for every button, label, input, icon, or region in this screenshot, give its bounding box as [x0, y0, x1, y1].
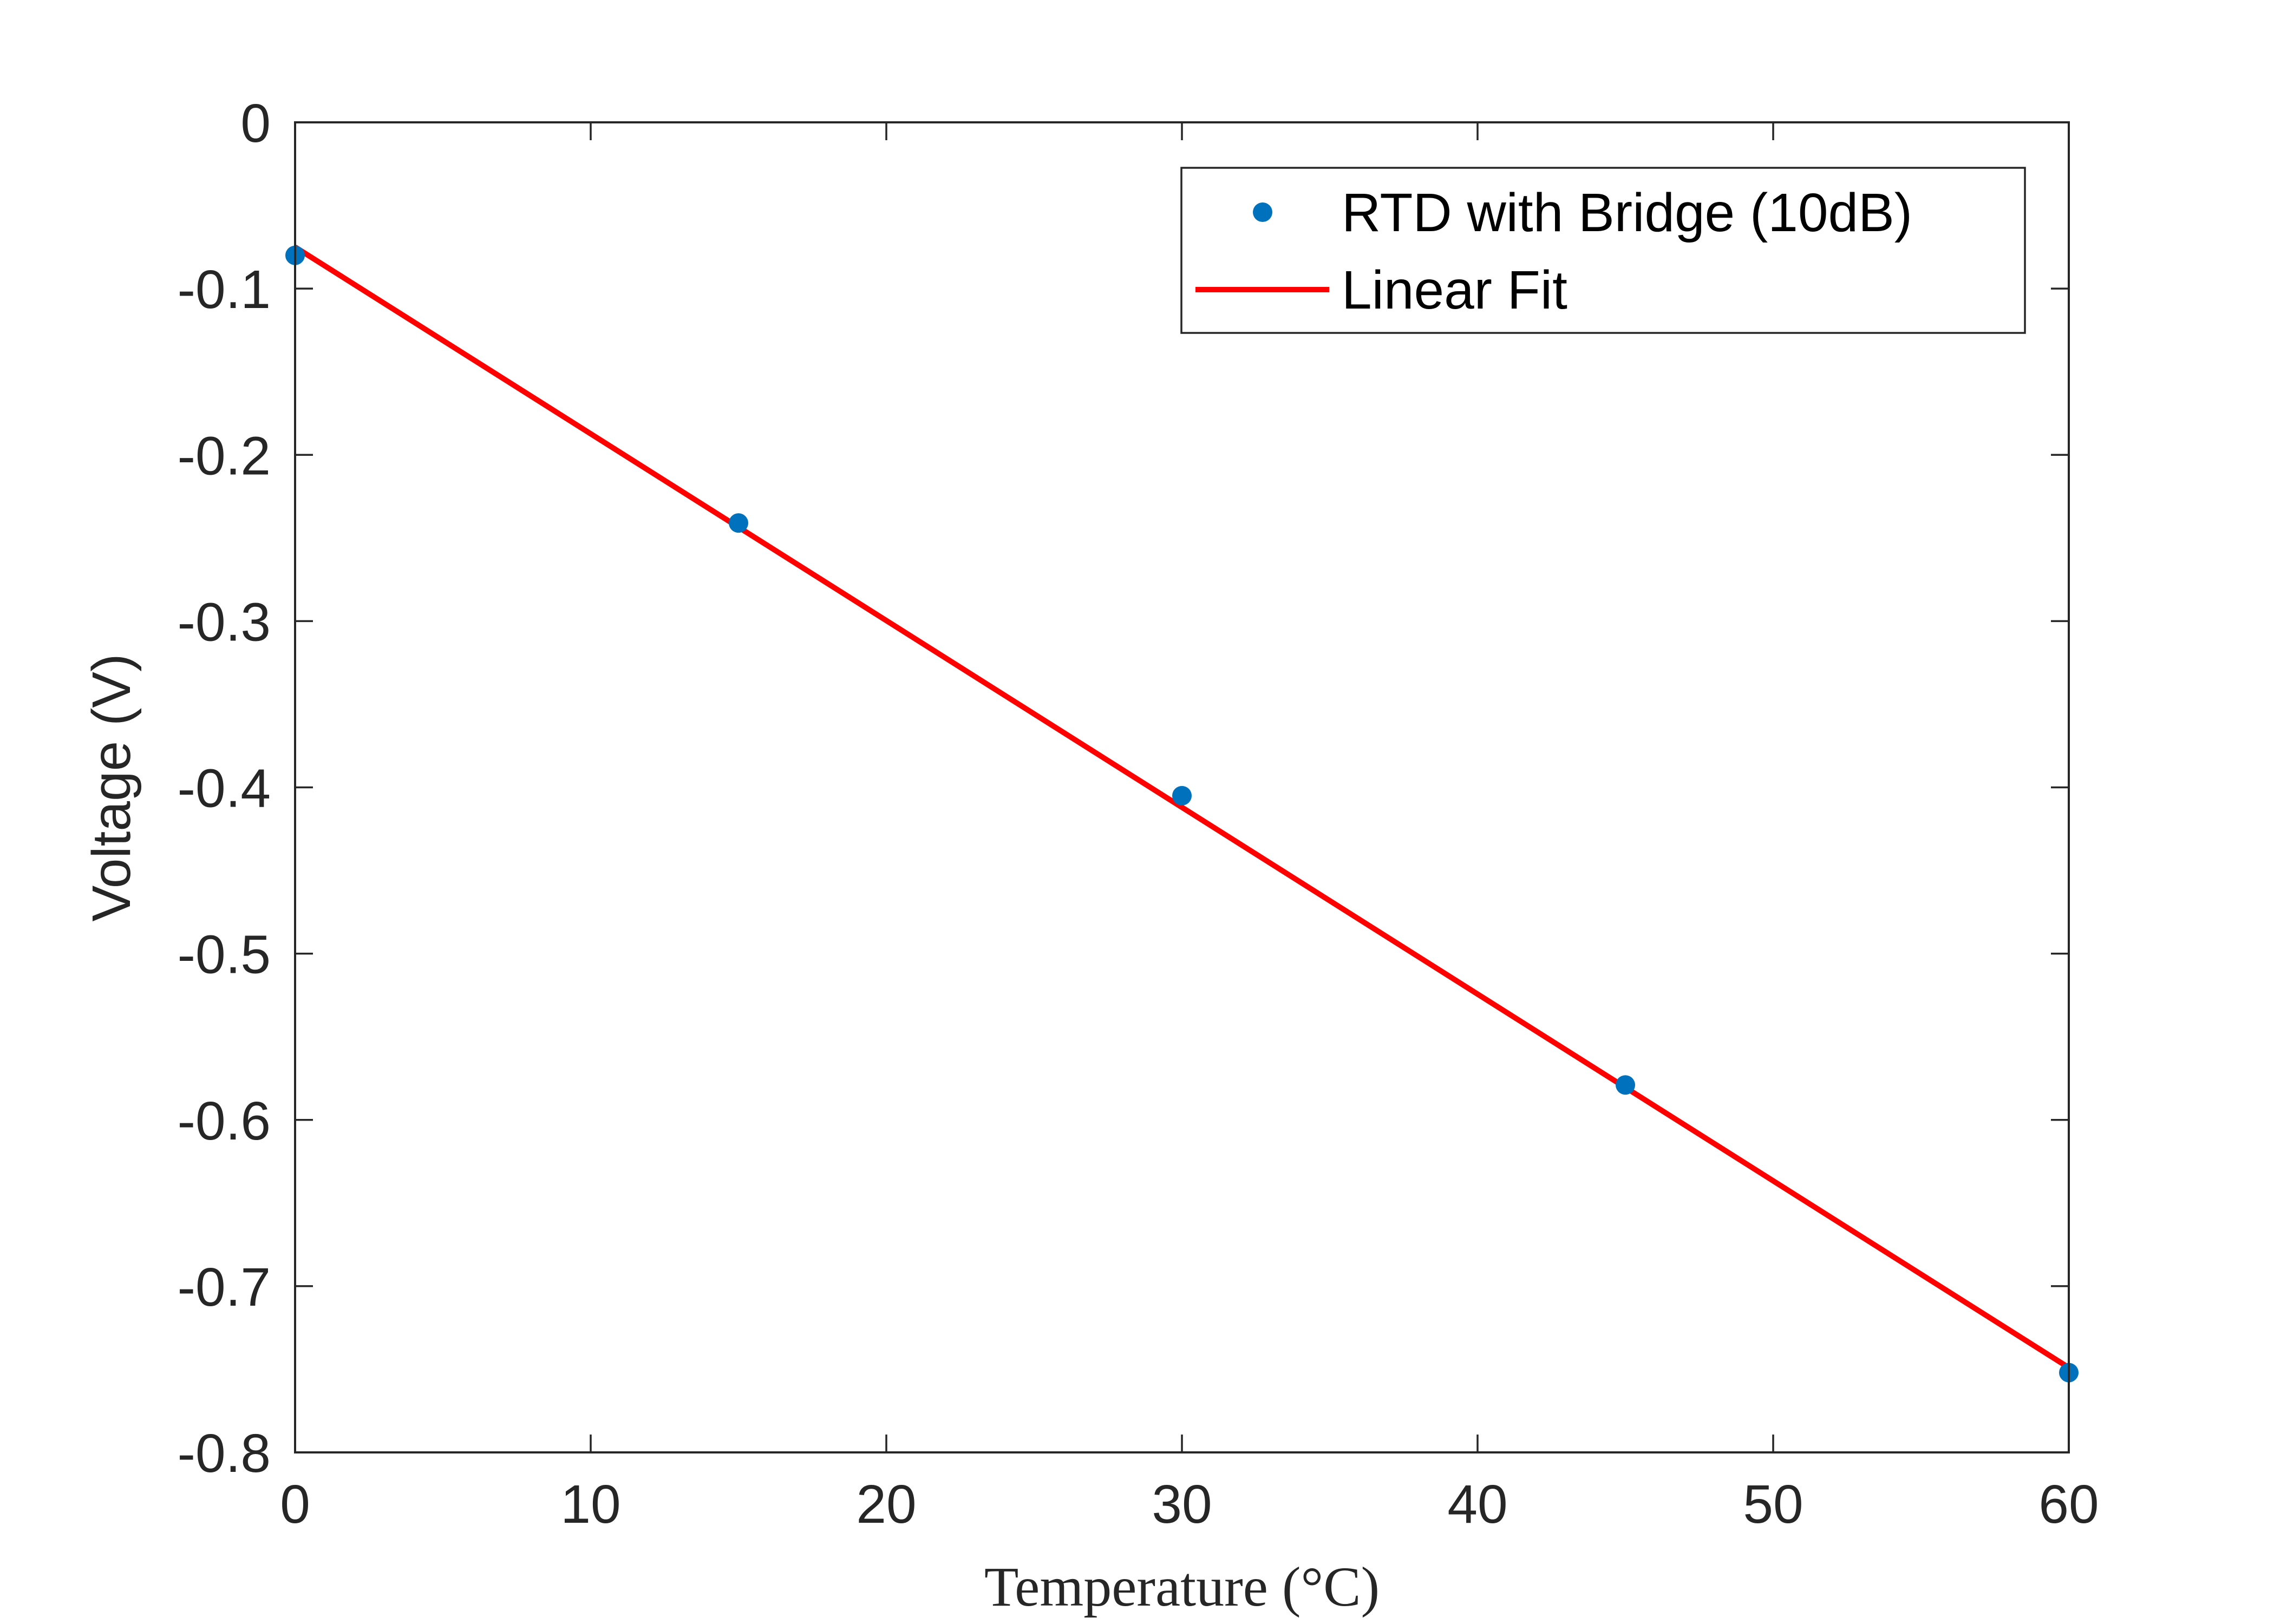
x-tick-labels: 0 10 20 30 40 50 60 — [280, 1474, 2099, 1535]
x-tick-label: 40 — [1447, 1474, 1507, 1535]
x-tick-label: 30 — [1152, 1474, 1212, 1535]
x-axis-label: Temperature (°C) — [984, 1556, 1380, 1618]
y-tick-label: -0.7 — [178, 1257, 271, 1318]
y-tick-label: -0.6 — [178, 1091, 271, 1151]
y-tick-label: -0.1 — [178, 259, 271, 320]
x-tick-label: 60 — [2038, 1474, 2099, 1535]
y-tick-label: 0 — [240, 93, 271, 154]
series-layer — [285, 245, 2079, 1383]
legend-label-rtd: RTD with Bridge (10dB) — [1342, 182, 1912, 243]
y-tick-label: -0.5 — [178, 925, 271, 985]
data-point — [1172, 785, 1192, 806]
y-axis-label: Voltage (V) — [81, 654, 142, 922]
legend-box — [1180, 167, 2026, 334]
linear-fit-line — [293, 245, 2070, 1370]
x-tick-label: 10 — [560, 1474, 620, 1535]
legend-label-fit: Linear Fit — [1342, 260, 1567, 320]
y-tick-labels: 0 -0.1 -0.2 -0.3 -0.4 -0.5 -0.6 -0.7 -0.8 — [178, 93, 271, 1484]
x-tick-label: 20 — [856, 1474, 916, 1535]
data-point — [1616, 1075, 1635, 1095]
y-tick-label: -0.8 — [178, 1423, 271, 1484]
legend: RTD with Bridge (10dB) Linear Fit — [1180, 167, 2026, 334]
plot-frame — [294, 121, 2070, 1453]
x-tick-label: 50 — [1743, 1474, 1803, 1535]
x-tick-label: 0 — [280, 1474, 310, 1535]
y-tick-label: -0.4 — [178, 758, 271, 819]
data-point — [729, 513, 748, 533]
y-tick-label: -0.2 — [178, 425, 271, 486]
legend-marker-rtd — [1253, 202, 1272, 222]
y-tick-label: -0.3 — [178, 592, 271, 652]
